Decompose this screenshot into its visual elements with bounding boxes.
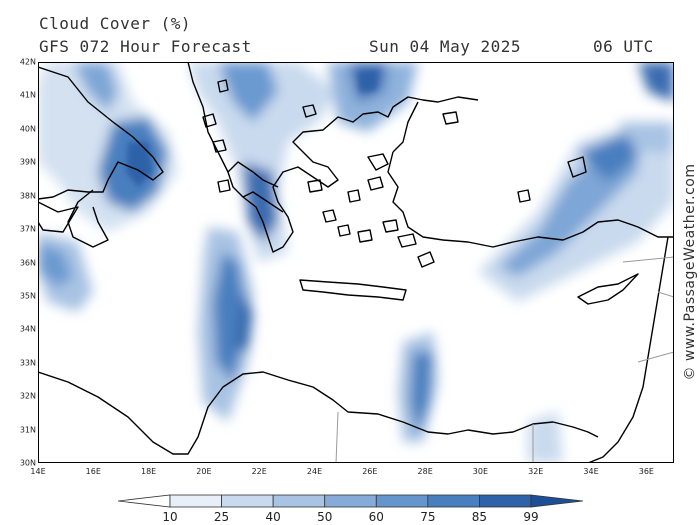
cloud-cover-map xyxy=(38,62,674,463)
credit-text: © www.PassageWeather.com xyxy=(682,163,698,381)
colorbar-label: 60 xyxy=(368,510,384,524)
colorbar-segment xyxy=(427,494,480,508)
lat-tick-label: 35N xyxy=(19,291,36,301)
lon-tick-label: 22E xyxy=(251,467,267,476)
coastlines xyxy=(38,62,674,463)
lon-tick-label: 14E xyxy=(30,467,46,476)
lat-tick-label: 39N xyxy=(19,157,36,167)
lat-tick-label: 33N xyxy=(19,358,36,368)
colorbar xyxy=(118,494,583,508)
colorbar-label: 40 xyxy=(265,510,281,524)
lat-tick-label: 32N xyxy=(19,391,36,401)
colorbar-segment xyxy=(272,494,326,508)
colorbar-segment xyxy=(375,494,429,508)
colorbar-label: 50 xyxy=(317,510,333,524)
lon-tick-label: 18E xyxy=(140,467,157,476)
colorbar-max-arrow xyxy=(530,494,583,508)
forecast-date: Sun 04 May 2025 xyxy=(369,37,521,56)
map-title: Cloud Cover (%) xyxy=(39,14,191,33)
lat-tick-label: 40N xyxy=(19,124,36,134)
colorbar-label: 10 xyxy=(162,510,178,524)
colorbar-label: 25 xyxy=(213,510,230,524)
map-frame xyxy=(38,62,674,463)
lat-tick-label: 30N xyxy=(19,458,36,468)
forecast-time: 06 UTC xyxy=(593,37,654,56)
colorbar-min-arrow xyxy=(118,494,171,508)
lon-tick-label: 28E xyxy=(417,467,433,476)
lat-tick-label: 36N xyxy=(19,258,36,267)
lat-tick-label: 41N xyxy=(19,90,36,100)
colorbar-label: 99 xyxy=(523,510,539,524)
lat-tick-label: 37N xyxy=(19,224,36,234)
colorbar-label: 85 xyxy=(471,510,488,524)
colorbar-segment xyxy=(221,494,274,508)
colorbar-segment xyxy=(479,494,532,508)
colorbar-segment xyxy=(169,494,222,508)
lon-tick-label: 24E xyxy=(306,467,323,476)
country-borders xyxy=(335,256,674,463)
lon-tick-label: 30E xyxy=(472,467,489,476)
lat-tick-label: 38N xyxy=(19,191,36,201)
lon-tick-label: 34E xyxy=(583,467,599,476)
lon-tick-label: 32E xyxy=(528,467,544,476)
lat-tick-label: 42N xyxy=(19,57,36,67)
lon-tick-label: 36E xyxy=(638,467,654,476)
lat-tick-label: 34N xyxy=(19,324,36,334)
colorbar-segment xyxy=(324,494,377,508)
cloud-cover-field xyxy=(38,62,674,463)
colorbar-label: 75 xyxy=(420,510,436,524)
lon-tick-label: 26E xyxy=(362,467,378,476)
forecast-subtitle: GFS 072 Hour Forecast xyxy=(39,37,252,56)
lon-tick-label: 20E xyxy=(196,467,212,476)
lon-tick-label: 16E xyxy=(85,467,101,476)
lat-tick-label: 31N xyxy=(19,425,36,435)
